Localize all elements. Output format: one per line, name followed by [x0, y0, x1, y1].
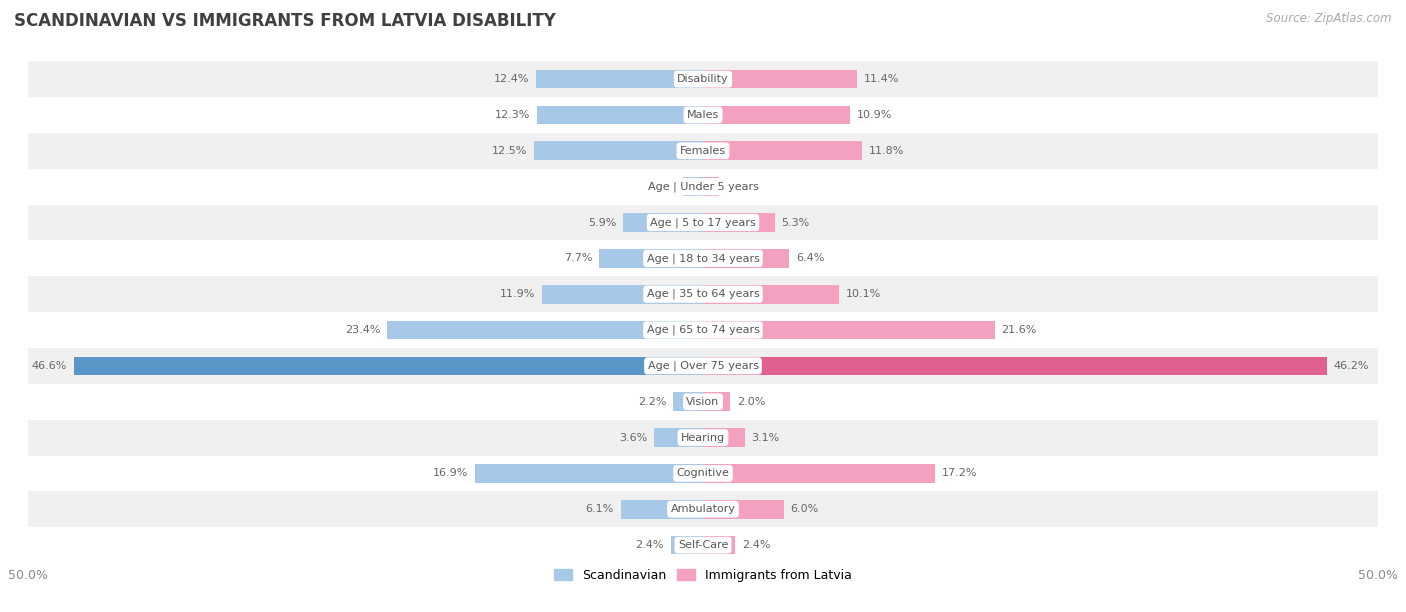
Bar: [703, 106, 851, 124]
Bar: [703, 249, 789, 267]
Bar: [703, 428, 745, 447]
Bar: [475, 464, 703, 483]
Bar: [28, 97, 1378, 133]
Text: Males: Males: [688, 110, 718, 120]
Text: Age | 18 to 34 years: Age | 18 to 34 years: [647, 253, 759, 264]
Text: 16.9%: 16.9%: [433, 468, 468, 479]
Text: Disability: Disability: [678, 74, 728, 84]
Bar: [703, 321, 994, 340]
Text: 21.6%: 21.6%: [1001, 325, 1036, 335]
Bar: [387, 321, 703, 340]
Text: Hearing: Hearing: [681, 433, 725, 442]
Text: 6.4%: 6.4%: [796, 253, 824, 263]
Bar: [620, 500, 703, 518]
Bar: [673, 392, 703, 411]
Text: Age | Under 5 years: Age | Under 5 years: [648, 181, 758, 192]
Text: 5.9%: 5.9%: [588, 217, 617, 228]
Bar: [537, 106, 703, 124]
Text: Ambulatory: Ambulatory: [671, 504, 735, 514]
Text: 2.4%: 2.4%: [742, 540, 770, 550]
Bar: [28, 455, 1378, 491]
Text: 12.5%: 12.5%: [492, 146, 527, 156]
Bar: [28, 276, 1378, 312]
Text: Source: ZipAtlas.com: Source: ZipAtlas.com: [1267, 12, 1392, 25]
Text: 46.2%: 46.2%: [1333, 361, 1369, 371]
Text: SCANDINAVIAN VS IMMIGRANTS FROM LATVIA DISABILITY: SCANDINAVIAN VS IMMIGRANTS FROM LATVIA D…: [14, 12, 555, 30]
Text: 3.6%: 3.6%: [620, 433, 648, 442]
Bar: [654, 428, 703, 447]
Text: Age | 65 to 74 years: Age | 65 to 74 years: [647, 325, 759, 335]
Bar: [703, 213, 775, 232]
Bar: [75, 357, 703, 375]
Text: 2.4%: 2.4%: [636, 540, 664, 550]
Text: 12.3%: 12.3%: [495, 110, 530, 120]
Bar: [28, 527, 1378, 563]
Text: Females: Females: [681, 146, 725, 156]
Text: Age | Over 75 years: Age | Over 75 years: [648, 360, 758, 371]
Bar: [623, 213, 703, 232]
Bar: [534, 141, 703, 160]
Bar: [543, 285, 703, 304]
Text: 10.1%: 10.1%: [846, 289, 882, 299]
Text: 7.7%: 7.7%: [564, 253, 592, 263]
Text: Age | 35 to 64 years: Age | 35 to 64 years: [647, 289, 759, 299]
Bar: [28, 133, 1378, 169]
Text: 1.2%: 1.2%: [725, 182, 755, 192]
Text: 17.2%: 17.2%: [942, 468, 977, 479]
Bar: [28, 348, 1378, 384]
Bar: [671, 536, 703, 554]
Bar: [703, 536, 735, 554]
Text: Cognitive: Cognitive: [676, 468, 730, 479]
Text: 46.6%: 46.6%: [32, 361, 67, 371]
Bar: [28, 491, 1378, 527]
Bar: [28, 61, 1378, 97]
Text: 23.4%: 23.4%: [344, 325, 381, 335]
Text: 1.5%: 1.5%: [648, 182, 676, 192]
Bar: [28, 169, 1378, 204]
Bar: [703, 392, 730, 411]
Bar: [28, 204, 1378, 241]
Text: 6.1%: 6.1%: [586, 504, 614, 514]
Text: 5.3%: 5.3%: [782, 217, 810, 228]
Bar: [703, 357, 1327, 375]
Text: 6.0%: 6.0%: [790, 504, 818, 514]
Bar: [683, 177, 703, 196]
Bar: [28, 312, 1378, 348]
Bar: [703, 500, 785, 518]
Text: 10.9%: 10.9%: [856, 110, 893, 120]
Bar: [28, 420, 1378, 455]
Text: Vision: Vision: [686, 397, 720, 407]
Text: 2.2%: 2.2%: [638, 397, 666, 407]
Text: Self-Care: Self-Care: [678, 540, 728, 550]
Bar: [599, 249, 703, 267]
Bar: [703, 177, 720, 196]
Bar: [703, 285, 839, 304]
Bar: [703, 141, 862, 160]
Bar: [536, 70, 703, 89]
Text: 11.9%: 11.9%: [501, 289, 536, 299]
Text: Age | 5 to 17 years: Age | 5 to 17 years: [650, 217, 756, 228]
Text: 2.0%: 2.0%: [737, 397, 765, 407]
Bar: [703, 70, 856, 89]
Text: 3.1%: 3.1%: [752, 433, 780, 442]
Bar: [28, 241, 1378, 276]
Text: 12.4%: 12.4%: [494, 74, 529, 84]
Legend: Scandinavian, Immigrants from Latvia: Scandinavian, Immigrants from Latvia: [548, 564, 858, 587]
Bar: [703, 464, 935, 483]
Text: 11.8%: 11.8%: [869, 146, 904, 156]
Bar: [28, 384, 1378, 420]
Text: 11.4%: 11.4%: [863, 74, 898, 84]
